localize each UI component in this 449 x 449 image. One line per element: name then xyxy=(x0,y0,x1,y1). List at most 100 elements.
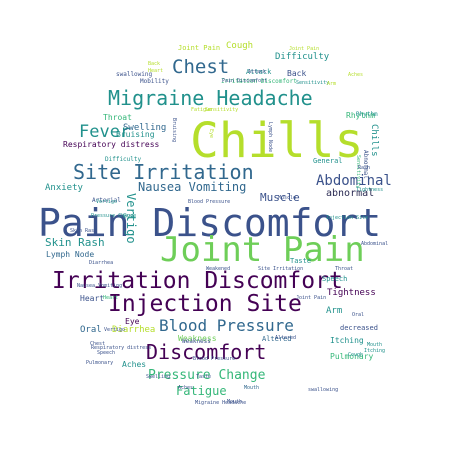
cloud-word: Joint Pain xyxy=(160,230,365,270)
cloud-word: Respiratory distress xyxy=(91,345,152,351)
cloud-word: Site Irritation xyxy=(258,266,304,272)
cloud-word: Blood Pressure xyxy=(193,356,236,362)
cloud-word: Back xyxy=(287,69,307,78)
cloud-word: Sensitivity xyxy=(296,80,330,86)
cloud-word: Rhythm xyxy=(356,111,378,118)
cloud-word: Nausea Vomiting xyxy=(77,283,123,289)
cloud-word: Aches xyxy=(348,72,364,78)
cloud-word: abnormal xyxy=(326,188,375,199)
cloud-word: Arm xyxy=(326,306,343,316)
cloud-word: Vertigo xyxy=(96,199,118,205)
cloud-word: Bruising xyxy=(116,130,155,139)
cloud-word: Mouth xyxy=(227,399,243,405)
cloud-word: Weakness xyxy=(178,334,217,343)
cloud-word: Mouth xyxy=(244,385,260,391)
cloud-word: Abdominal xyxy=(316,173,392,189)
cloud-word: Speech xyxy=(322,275,348,283)
cloud-word: Weakness xyxy=(182,338,211,345)
cloud-word: Muscle xyxy=(260,191,300,204)
cloud-word: Irritation Discomfort xyxy=(221,78,297,85)
cloud-word: Sensitivity xyxy=(355,155,361,189)
cloud-word: Lymph Node xyxy=(267,122,273,153)
cloud-word: Chest xyxy=(90,341,106,347)
cloud-word: Muscle xyxy=(278,195,297,201)
cloud-word: Pulmonary xyxy=(86,360,114,366)
cloud-word: Vertigo xyxy=(104,327,126,333)
cloud-word: Respiratory distress xyxy=(63,140,160,149)
cloud-word: Joint Pain xyxy=(289,46,320,52)
cloud-word: Throat xyxy=(103,113,132,122)
cloud-word: Fatigue xyxy=(176,384,227,398)
cloud-word: Tightness xyxy=(356,187,384,193)
cloud-word: Heart xyxy=(80,294,105,303)
cloud-word: Injection Site xyxy=(326,215,369,221)
cloud-word: Pressure Change xyxy=(91,213,137,219)
cloud-word: Pressure Change xyxy=(148,368,266,383)
cloud-word: Heart xyxy=(103,295,119,301)
cloud-word: Attack xyxy=(246,68,272,76)
cloud-word: Joint Pain xyxy=(178,44,221,52)
cloud-word: Arterial xyxy=(92,197,121,204)
cloud-word: Blood Pressure xyxy=(159,316,294,335)
cloud-word: Fatigue xyxy=(191,107,213,113)
cloud-word: Heart xyxy=(148,68,164,74)
cloud-word: Weakened xyxy=(206,266,231,272)
cloud-word: Eye xyxy=(125,317,140,326)
cloud-word: Throat xyxy=(335,266,354,272)
cloud-word: Abnormal xyxy=(362,150,369,179)
cloud-word: Pain Discomfort xyxy=(38,201,382,245)
cloud-word: Aches xyxy=(178,385,194,391)
cloud-word: decreased xyxy=(340,324,378,332)
cloud-word: Itching xyxy=(330,336,364,345)
cloud-word: Lymph Node xyxy=(46,250,95,259)
cloud-word: Site Irritation xyxy=(73,160,254,184)
cloud-word: Diarrhea xyxy=(89,260,114,266)
cloud-word: Skin Rash xyxy=(45,236,105,249)
cloud-word: Bruising xyxy=(171,118,177,143)
cloud-word: Difficulty xyxy=(105,156,142,163)
cloud-word: Blood Pressure xyxy=(188,199,231,205)
cloud-word: Taste xyxy=(196,374,212,380)
cloud-word: Mouth xyxy=(367,342,383,348)
cloud-word: swallowing xyxy=(308,387,339,393)
cloud-word: Aches xyxy=(122,360,147,369)
cloud-word: Attack xyxy=(248,69,267,75)
cloud-word: Joint Pain xyxy=(296,295,327,301)
cloud-word: Eye xyxy=(208,129,214,139)
cloud-word: Eye xyxy=(123,213,134,220)
cloud-word: Rhythm xyxy=(346,111,375,120)
cloud-word: Mobility xyxy=(140,78,169,85)
cloud-word: Skin Rash xyxy=(70,228,98,234)
cloud-word: Rash xyxy=(358,165,371,171)
cloud-word: Pain Discomfort xyxy=(222,78,268,84)
cloud-word: Swelling xyxy=(146,374,171,380)
cloud-word: Swelling xyxy=(123,123,167,133)
cloud-word: Tightness xyxy=(327,288,376,298)
cloud-word: Sensitivity xyxy=(205,107,239,113)
cloud-word: Diarrhea xyxy=(112,325,156,335)
cloud-word: Speech xyxy=(97,350,116,356)
cloud-word: Injection Site xyxy=(108,291,302,317)
cloud-word: General xyxy=(313,157,343,165)
cloud-word: Taste xyxy=(290,257,312,265)
cloud-word: Altered xyxy=(262,335,292,343)
cloud-word: Itching xyxy=(364,348,386,354)
cloud-word: Migraine Headache xyxy=(108,86,313,110)
cloud-word: Chest xyxy=(172,56,230,78)
cloud-word: Back xyxy=(148,61,161,67)
cloud-word: Abdominal xyxy=(361,241,389,247)
cloud-word: Anxiety xyxy=(45,183,83,193)
cloud-word: Chills xyxy=(190,113,364,169)
cloud-word: Oral xyxy=(80,325,102,335)
cloud-word: Chills xyxy=(369,124,379,157)
cloud-word: swallowing xyxy=(116,71,153,78)
cloud-word: Pulmonary xyxy=(330,352,374,361)
cloud-word: Fever xyxy=(79,122,131,142)
cloud-word: Irritation Discomfort xyxy=(52,268,343,294)
cloud-word: Migraine Headache xyxy=(195,400,247,406)
cloud-word: Cough xyxy=(348,352,364,358)
cloud-word: Arm xyxy=(327,81,337,87)
cloud-word: Nausea Vomiting xyxy=(138,180,247,194)
cloud-word: Oral xyxy=(352,312,365,318)
